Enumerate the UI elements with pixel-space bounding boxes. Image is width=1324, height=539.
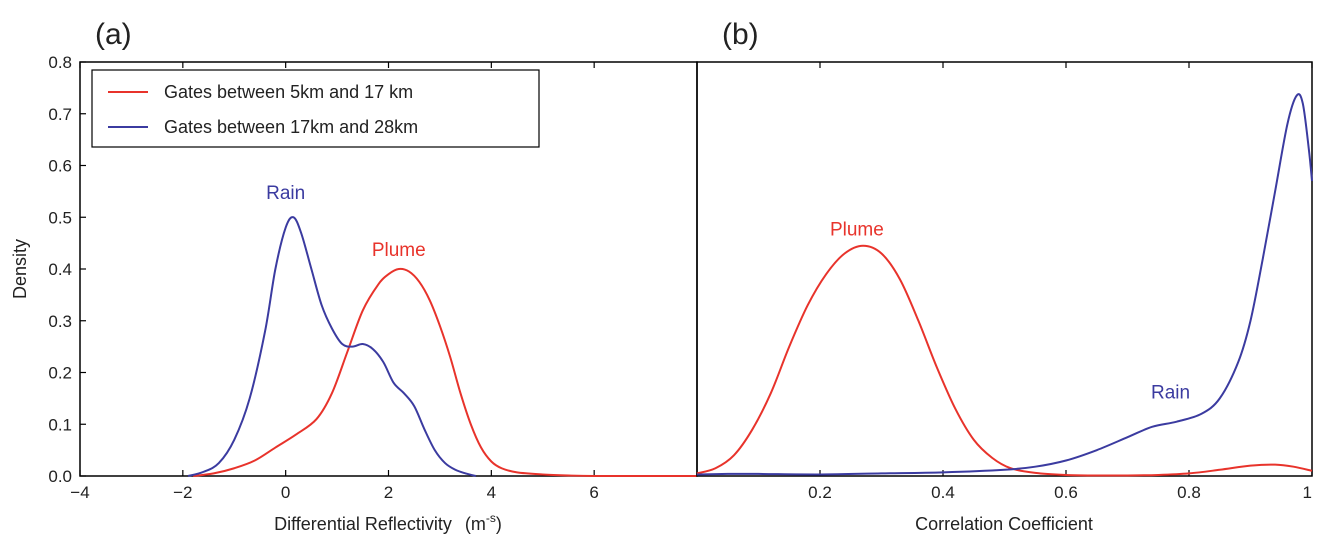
panel-b-series-blue-line: [696, 93, 1313, 476]
x-tick-label: 0.4: [931, 483, 955, 502]
panel-b-annotations: Plume Rain: [830, 219, 1190, 403]
annotation-rain: Rain: [1151, 382, 1190, 403]
x-axis-label-a-unit-sup: -s: [486, 511, 496, 525]
panel-a-x-ticks: −4 −2 0 2 4 6: [70, 62, 599, 502]
x-tick-label: 0.8: [1177, 483, 1201, 502]
panel-a-series-red-line: [192, 267, 697, 478]
x-tick-label: 0.6: [1054, 483, 1078, 502]
x-tick-label: 0: [281, 483, 290, 502]
x-axis-label-a-unit-close: ): [496, 514, 502, 534]
x-axis-label-a-unit: (m: [465, 514, 486, 534]
panel-b-series-red-line: [696, 244, 1313, 477]
y-tick-label: 0.7: [48, 105, 72, 124]
legend-label-red: Gates between 5km and 17 km: [164, 82, 413, 102]
y-tick-label: 0.4: [48, 260, 72, 279]
panel-a-y-ticks: 0.0 0.1 0.2 0.3 0.4 0.5 0.6 0.7 0.8: [48, 53, 86, 486]
x-tick-label: 4: [487, 483, 496, 502]
x-tick-label: 0.2: [808, 483, 832, 502]
y-tick-label: 0.8: [48, 53, 72, 72]
legend-box: [91, 69, 540, 148]
y-tick-label: 0.1: [48, 415, 72, 434]
panel-a-series: [187, 216, 697, 478]
panel-a: 0.0 0.1 0.2 0.3 0.4 0.5 0.6 0.7 0.8 −4 −2 0 2 4 6 Rai…: [10, 18, 698, 534]
y-tick-label: 0.0: [48, 467, 72, 486]
panel-b-x-ticks: 0.2 0.4 0.6 0.8 1: [808, 62, 1313, 502]
annotation-plume: Plume: [830, 219, 884, 240]
x-tick-label: 2: [384, 483, 393, 502]
legend: Gates between 5km and 17 km Gates betwee…: [91, 69, 540, 148]
panel-a-x-axis-label: Differential Reflectivity (m-s): [274, 511, 502, 534]
panel-a-label: (a): [95, 18, 132, 51]
panel-b-series: [696, 93, 1313, 477]
legend-label-blue: Gates between 17km and 28km: [164, 117, 418, 137]
y-tick-label: 0.6: [48, 157, 72, 176]
panel-b-label: (b): [722, 18, 759, 51]
x-tick-label: −4: [70, 483, 89, 502]
panel-a-series-blue-line: [187, 216, 477, 477]
panel-b-frame: [696, 61, 1313, 477]
x-axis-label-a-main: Differential Reflectivity: [274, 514, 452, 534]
annotation-plume: Plume: [372, 240, 426, 261]
panel-b-x-axis-label: Correlation Coefficient: [915, 514, 1093, 534]
x-tick-label: 1: [1303, 483, 1312, 502]
x-tick-label: −2: [173, 483, 192, 502]
y-axis-label: Density: [10, 239, 30, 299]
y-tick-label: 0.2: [48, 364, 72, 383]
annotation-rain: Rain: [266, 183, 305, 204]
x-tick-label: 6: [589, 483, 598, 502]
panel-a-annotations: Rain Plume: [266, 183, 426, 261]
y-tick-label: 0.5: [48, 208, 72, 227]
y-tick-label: 0.3: [48, 312, 72, 331]
panel-b: 0.2 0.4 0.6 0.8 1 Plume Rain (b) Correlation …: [696, 18, 1313, 534]
